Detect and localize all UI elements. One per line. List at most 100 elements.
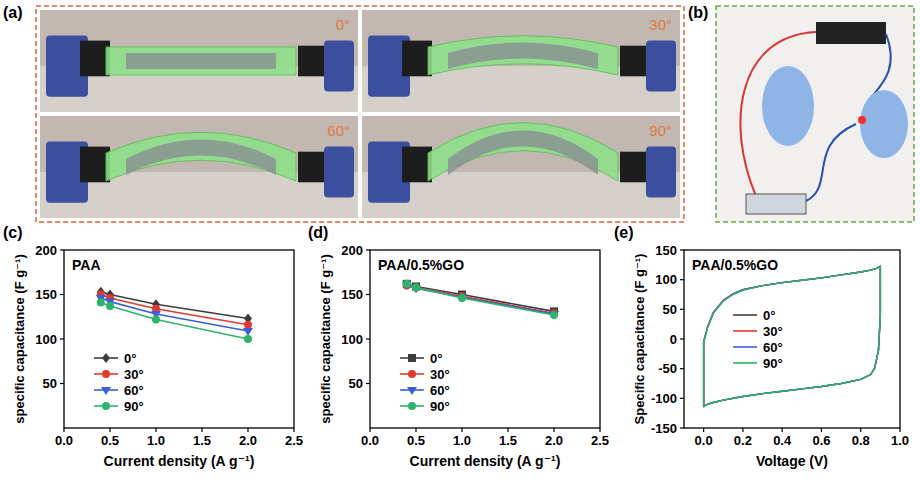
plot-data	[402, 280, 559, 319]
marker	[550, 311, 558, 319]
chart: (c)0.00.51.01.52.02.550100150200Current …	[3, 224, 303, 469]
plot-frame	[370, 250, 600, 428]
tick-label: 0.8	[852, 433, 870, 448]
tick-label: 100	[341, 332, 363, 347]
legend-label: 30°	[124, 367, 144, 382]
battery-box	[816, 22, 886, 44]
legend-marker	[407, 387, 417, 395]
gel-strip	[428, 123, 618, 181]
series-line	[101, 303, 248, 339]
legend: 0°30°60°90°	[94, 351, 144, 414]
marker	[403, 280, 411, 288]
device	[746, 194, 806, 214]
electrode	[448, 131, 598, 176]
led	[858, 116, 866, 124]
legend-line	[733, 362, 757, 364]
legend-label: 30°	[430, 367, 450, 382]
legend-label: 0°	[124, 351, 136, 366]
legend-marker	[101, 387, 111, 395]
tick-label: 0.5	[407, 433, 425, 448]
angle-label: 90°	[649, 122, 672, 139]
tick-label: 50	[663, 302, 677, 317]
legend-marker	[102, 353, 110, 363]
photo-background	[362, 10, 680, 112]
electrode	[126, 140, 276, 176]
angle-label: 30°	[649, 16, 672, 33]
panel-letter: (b)	[688, 4, 708, 21]
tick-label: 50	[43, 376, 57, 391]
tick-label: -100	[651, 391, 677, 406]
marker	[152, 315, 160, 323]
chart-title: PAA/0.5%GO	[692, 257, 778, 273]
clamp-jaw	[620, 152, 650, 183]
plot-data	[704, 266, 881, 407]
legend-label: 90°	[763, 356, 783, 371]
clamp-jaw	[620, 46, 650, 77]
angle-label: 60°	[327, 122, 350, 139]
panel-letter: (e)	[614, 224, 634, 241]
series-line	[704, 267, 881, 406]
legend-label: 30°	[763, 324, 783, 339]
tick-label: 2.5	[285, 433, 303, 448]
series-line	[704, 267, 881, 406]
tick-label: 100	[655, 272, 677, 287]
clamp-jaw	[298, 152, 328, 183]
gel-strip	[106, 47, 296, 75]
tick-label: 2.5	[591, 433, 609, 448]
marker	[244, 335, 252, 343]
tick-label: -150	[651, 421, 677, 436]
plot-frame	[64, 250, 294, 428]
legend-marker	[408, 370, 416, 378]
panel-letter: (a)	[3, 4, 23, 21]
marker	[97, 299, 105, 307]
panel-letter: (d)	[308, 224, 328, 241]
series-line	[101, 298, 248, 331]
tick-label: 2.0	[545, 433, 563, 448]
photo-background	[40, 10, 358, 112]
axis-title: specific capacitance (F g⁻¹)	[12, 254, 27, 423]
axis-title: Current density (A g⁻¹)	[104, 453, 255, 469]
photo-cell: 0°	[40, 10, 358, 112]
legend: 0°30°60°90°	[733, 308, 783, 371]
photo-background	[362, 116, 680, 218]
clamp-jaw	[298, 46, 328, 77]
chart: (e)0.00.20.40.60.81.0-150-100-5005010015…	[614, 224, 909, 469]
legend-label: 90°	[124, 399, 144, 414]
plot-data	[96, 287, 253, 343]
tick-label: 200	[341, 243, 363, 258]
tick-label: 0.0	[695, 433, 713, 448]
series-line	[407, 284, 554, 315]
marker	[403, 280, 411, 288]
marker	[549, 311, 559, 319]
tick-label: 150	[655, 243, 677, 258]
series-line	[407, 284, 554, 312]
tick-label: 0.0	[361, 433, 379, 448]
marker	[412, 282, 420, 290]
panel-letter: (c)	[3, 224, 23, 241]
legend-marker	[102, 370, 110, 378]
photo-cell: 60°	[40, 116, 358, 218]
series-line	[704, 266, 881, 407]
series-line	[407, 285, 554, 314]
gel-strip	[428, 36, 618, 75]
tick-label: 1.0	[891, 433, 909, 448]
tick-label: 50	[349, 376, 363, 391]
legend-line	[733, 346, 757, 348]
marker	[106, 302, 114, 310]
photo-frame	[716, 6, 914, 222]
tick-label: 150	[35, 287, 57, 302]
plot-frame	[684, 250, 900, 428]
legend-marker	[408, 354, 416, 362]
tick-label: 2.0	[239, 433, 257, 448]
photo-background	[40, 116, 358, 218]
photo-cell: 90°	[362, 116, 680, 218]
electrode	[448, 43, 598, 70]
clamp	[324, 147, 354, 198]
tick-label: 0	[670, 332, 677, 347]
marker	[244, 321, 252, 329]
legend-line	[733, 314, 757, 316]
electrode	[126, 53, 276, 69]
clamp	[324, 41, 354, 92]
marker	[457, 294, 467, 302]
clamp	[646, 41, 676, 92]
